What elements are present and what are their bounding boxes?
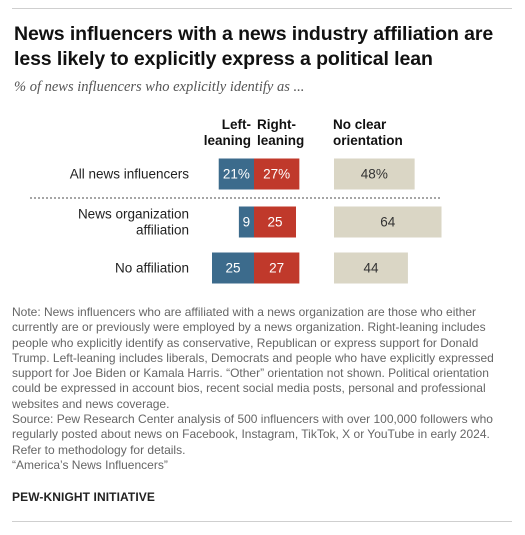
- note-line: Refer to methodology for details.: [12, 442, 186, 457]
- note-line: support for Joe Biden or Kamala Harris. …: [12, 366, 489, 381]
- bar-no-clear-orientation: [334, 158, 415, 190]
- value-label-left: 9: [243, 215, 251, 230]
- bar-right-leaning: [254, 206, 296, 238]
- note-line: could be expressed in account bios, rece…: [12, 381, 486, 396]
- header-no-clear-orientation: No clear orientation: [333, 117, 403, 149]
- header-none-line2: orientation: [333, 133, 403, 148]
- chart-subtitle: % of news influencers who explicitly ide…: [14, 79, 305, 95]
- category-label: News organization: [78, 207, 189, 222]
- bar-right-leaning: [254, 252, 300, 284]
- note-line: Source: Pew Research Center analysis of …: [12, 412, 493, 427]
- value-label-none: 64: [380, 215, 396, 230]
- bar-right-leaning: [254, 158, 300, 190]
- note-line: “America’s News Influencers”: [12, 457, 168, 472]
- header-left-leaning: Left- leaning: [203, 117, 251, 149]
- note-line: people who explicitly identify as conser…: [12, 335, 479, 350]
- value-label-left: 25: [225, 261, 240, 276]
- chart-title: News influencers with a news industry af…: [14, 23, 494, 70]
- note-line: websites and news coverage.: [12, 396, 170, 411]
- header-left-line1: Left-: [221, 117, 251, 132]
- category-label: No affiliation: [115, 261, 189, 276]
- header-none-line1: No clear: [333, 117, 387, 132]
- value-label-none: 48%: [361, 167, 388, 182]
- value-label-right: 27: [269, 261, 284, 276]
- bottom-rule: [12, 521, 512, 522]
- value-label-none: 44: [363, 261, 379, 276]
- bar-no-clear-orientation: [334, 252, 408, 284]
- header-right-line2: leaning: [257, 133, 305, 148]
- bar-no-clear-orientation: [334, 206, 442, 238]
- note-line: regularly posted about news on Facebook,…: [12, 427, 490, 442]
- header-right-leaning: Right- leaning: [257, 117, 304, 149]
- value-label-right: 27%: [263, 167, 290, 182]
- header-left-line2: leaning: [203, 133, 251, 148]
- value-label-right: 25: [267, 215, 282, 230]
- category-label: All news influencers: [70, 167, 190, 182]
- note-line: Note: News influencers who are affiliate…: [12, 305, 477, 319]
- notes-block: Note: News influencers who are affiliate…: [12, 305, 512, 473]
- top-rule: [12, 8, 512, 9]
- bar-left-leaning: [212, 252, 254, 284]
- value-label-left: 21%: [223, 167, 250, 182]
- note-line: currently are or previously were employe…: [12, 320, 486, 335]
- note-line: Trump. Left-leaning includes liberals, D…: [12, 350, 494, 365]
- bar-left-leaning: [238, 206, 254, 238]
- header-right-line1: Right-: [257, 117, 296, 132]
- category-label: affiliation: [136, 223, 189, 238]
- bar-left-leaning: [218, 158, 254, 190]
- brand-label: PEW-KNIGHT INITIATIVE: [12, 490, 155, 504]
- chart-svg: All news influencers 21% 27% 48% News organi…: [30, 158, 442, 284]
